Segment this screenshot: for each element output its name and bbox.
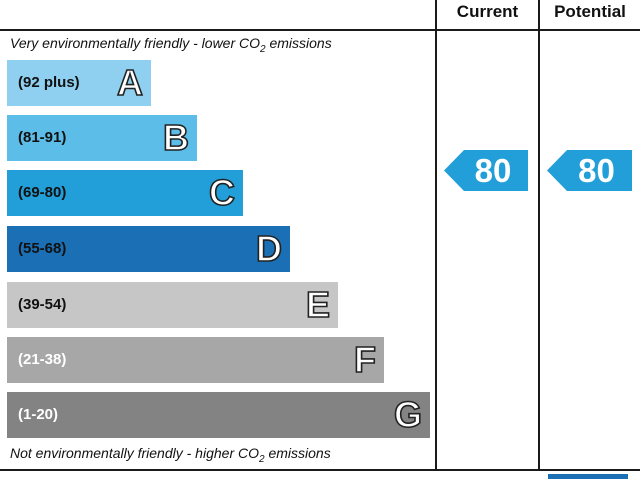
bottom-note: Not environmentally friendly - higher CO…: [10, 445, 331, 465]
header-rule: [0, 29, 640, 31]
footer-accent: [548, 474, 628, 479]
band-f: (21-38) F: [7, 337, 384, 383]
potential-rating-value: 80: [578, 152, 615, 189]
potential-column-header: Potential: [554, 2, 626, 21]
band-f-range: (21-38): [18, 351, 67, 368]
band-c-range: (69-80): [18, 184, 67, 201]
band-c-letter: C: [208, 171, 236, 214]
band-a: (92 plus) A: [7, 60, 151, 106]
current-rating-value: 80: [474, 152, 512, 189]
band-c: (69-80) C: [7, 170, 243, 216]
band-g-letter: G: [393, 393, 423, 436]
band-d-range: (55-68): [18, 240, 67, 257]
band-b-range: (81-91): [18, 129, 67, 146]
band-b: (81-91) B: [7, 115, 197, 161]
band-d: (55-68) D: [7, 226, 290, 272]
band-g: (1-20) G: [7, 392, 430, 438]
potential-rating-arrow: 80: [547, 150, 632, 191]
divider-left: [435, 0, 437, 471]
band-g-range: (1-20): [18, 406, 59, 423]
band-b-letter: B: [162, 116, 190, 159]
band-e-letter: E: [305, 283, 331, 326]
band-a-letter: A: [116, 61, 144, 104]
band-e: (39-54) E: [7, 282, 338, 328]
footer-rule: [0, 469, 640, 471]
band-d-letter: D: [255, 227, 283, 270]
band-a-range: (92 plus): [18, 74, 80, 91]
top-note: Very environmentally friendly - lower CO…: [10, 35, 332, 55]
band-e-range: (39-54): [18, 296, 67, 313]
band-f-letter: F: [353, 338, 377, 381]
divider-middle: [538, 0, 540, 471]
current-rating-arrow: 80: [444, 150, 528, 191]
current-column-header: Current: [456, 2, 519, 21]
